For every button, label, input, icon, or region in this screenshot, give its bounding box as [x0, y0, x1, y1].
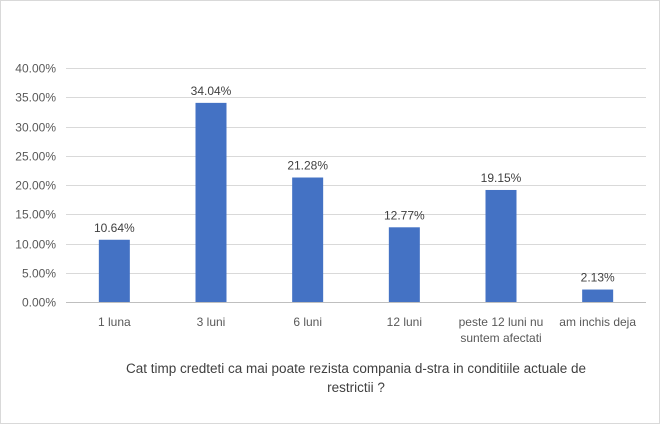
y-tick-label: 40.00%: [15, 62, 56, 76]
bar: [292, 177, 324, 302]
bars: [98, 102, 614, 302]
y-tick-label: 30.00%: [15, 121, 56, 135]
data-label: 2.13%: [581, 271, 615, 285]
y-tick-label: 0.00%: [22, 296, 56, 310]
category-label: 6 luni: [293, 315, 322, 329]
x-axis-label: restrictii ?: [327, 380, 385, 395]
y-tick-label: 10.00%: [15, 238, 56, 252]
x-axis-label: Cat timp credteti ca mai poate rezista c…: [126, 361, 586, 376]
bar: [388, 227, 420, 302]
bar: [485, 189, 517, 302]
y-tick-label: 5.00%: [22, 267, 56, 281]
bar: [582, 289, 614, 302]
bar: [195, 102, 227, 302]
data-labels: 10.64% 34.04% 21.28% 12.77% 19.15% 2.13%: [94, 84, 615, 285]
category-label: suntem afectati: [460, 331, 541, 345]
y-tick-label: 15.00%: [15, 208, 56, 222]
y-tick-label: 35.00%: [15, 91, 56, 105]
data-label: 10.64%: [94, 221, 135, 235]
data-label: 21.28%: [287, 159, 328, 173]
x-axis-title: Cat timp credteti ca mai poate rezista c…: [126, 361, 586, 395]
category-label: peste 12 luni nu: [459, 315, 544, 329]
y-axis-ticks: 0.00% 5.00% 10.00% 15.00% 20.00% 25.00% 30.00%…: [15, 62, 56, 310]
x-axis-categories: 1 luna 3 luni 6 luni 12 luni peste 12 luni n…: [98, 315, 636, 345]
data-label: 34.04%: [191, 84, 232, 98]
data-label: 12.77%: [384, 208, 425, 222]
bar: [98, 239, 130, 302]
category-label: 1 luna: [98, 315, 131, 329]
y-tick-label: 20.00%: [15, 179, 56, 193]
data-label: 19.15%: [481, 171, 522, 185]
category-label: 12 luni: [387, 315, 422, 329]
gridlines: [66, 68, 646, 303]
category-label: am inchis deja: [559, 315, 636, 329]
category-label: 3 luni: [197, 315, 226, 329]
y-tick-label: 25.00%: [15, 150, 56, 164]
